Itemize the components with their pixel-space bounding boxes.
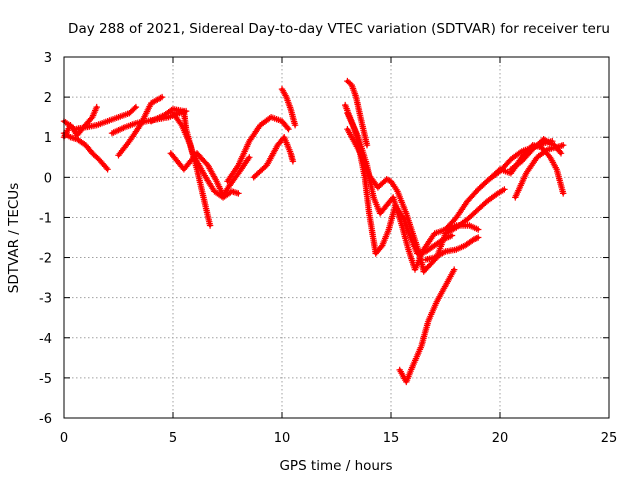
y-axis-label: SDTVAR / TECUs xyxy=(6,183,22,293)
x-tick-label: 15 xyxy=(383,431,400,446)
y-tick-label: -4 xyxy=(39,332,52,347)
x-tick-label: 20 xyxy=(492,431,509,446)
series-track-11 xyxy=(278,85,299,129)
series-markers xyxy=(167,150,253,199)
x-axis-label: GPS time / hours xyxy=(279,458,392,474)
series-track-1 xyxy=(60,130,111,173)
series-markers xyxy=(507,136,565,173)
y-tick-label: -3 xyxy=(39,292,52,307)
x-tick-labels: 0 5 10 15 20 25 xyxy=(60,431,617,446)
series-track-8 xyxy=(167,150,253,199)
chart-title: Day 288 of 2021, Sidereal Day-to-day VTE… xyxy=(68,21,610,37)
series-track-12 xyxy=(344,77,371,149)
grid-lines xyxy=(64,57,609,418)
y-tick-label: -6 xyxy=(39,412,52,427)
x-tick-label: 5 xyxy=(169,431,177,446)
series-track-7 xyxy=(169,110,214,229)
x-tick-label: 10 xyxy=(274,431,291,446)
series-line xyxy=(443,139,554,232)
y-tick-label: -2 xyxy=(39,252,52,267)
x-tick-label: 0 xyxy=(60,431,68,446)
series-markers xyxy=(422,234,482,263)
y-tick-label: 0 xyxy=(44,171,52,186)
series-markers xyxy=(344,77,371,149)
y-tick-label: 2 xyxy=(44,91,52,106)
series-track-10 xyxy=(250,134,297,181)
y-tick-label: -5 xyxy=(39,372,52,387)
series-track-16 xyxy=(396,266,458,386)
series-track-18 xyxy=(442,138,556,233)
series-track-17 xyxy=(422,234,482,263)
series-track-21 xyxy=(507,136,565,173)
series-markers xyxy=(60,130,111,173)
series-markers xyxy=(169,110,214,229)
series-markers xyxy=(250,134,297,181)
series-markers xyxy=(224,114,292,185)
plot-frame xyxy=(63,56,610,419)
y-tick-label: -1 xyxy=(39,211,52,226)
series-markers xyxy=(278,85,299,129)
x-tick-label: 25 xyxy=(601,431,618,446)
y-tick-labels: -6 -5 -4 -3 -2 -1 0 1 2 3 xyxy=(39,51,52,427)
series-track-9 xyxy=(224,114,292,185)
series-markers xyxy=(442,138,556,233)
series-markers xyxy=(396,266,458,386)
y-tick-label: 1 xyxy=(44,131,52,146)
data-series xyxy=(60,77,567,386)
y-tick-label: 3 xyxy=(44,51,52,66)
